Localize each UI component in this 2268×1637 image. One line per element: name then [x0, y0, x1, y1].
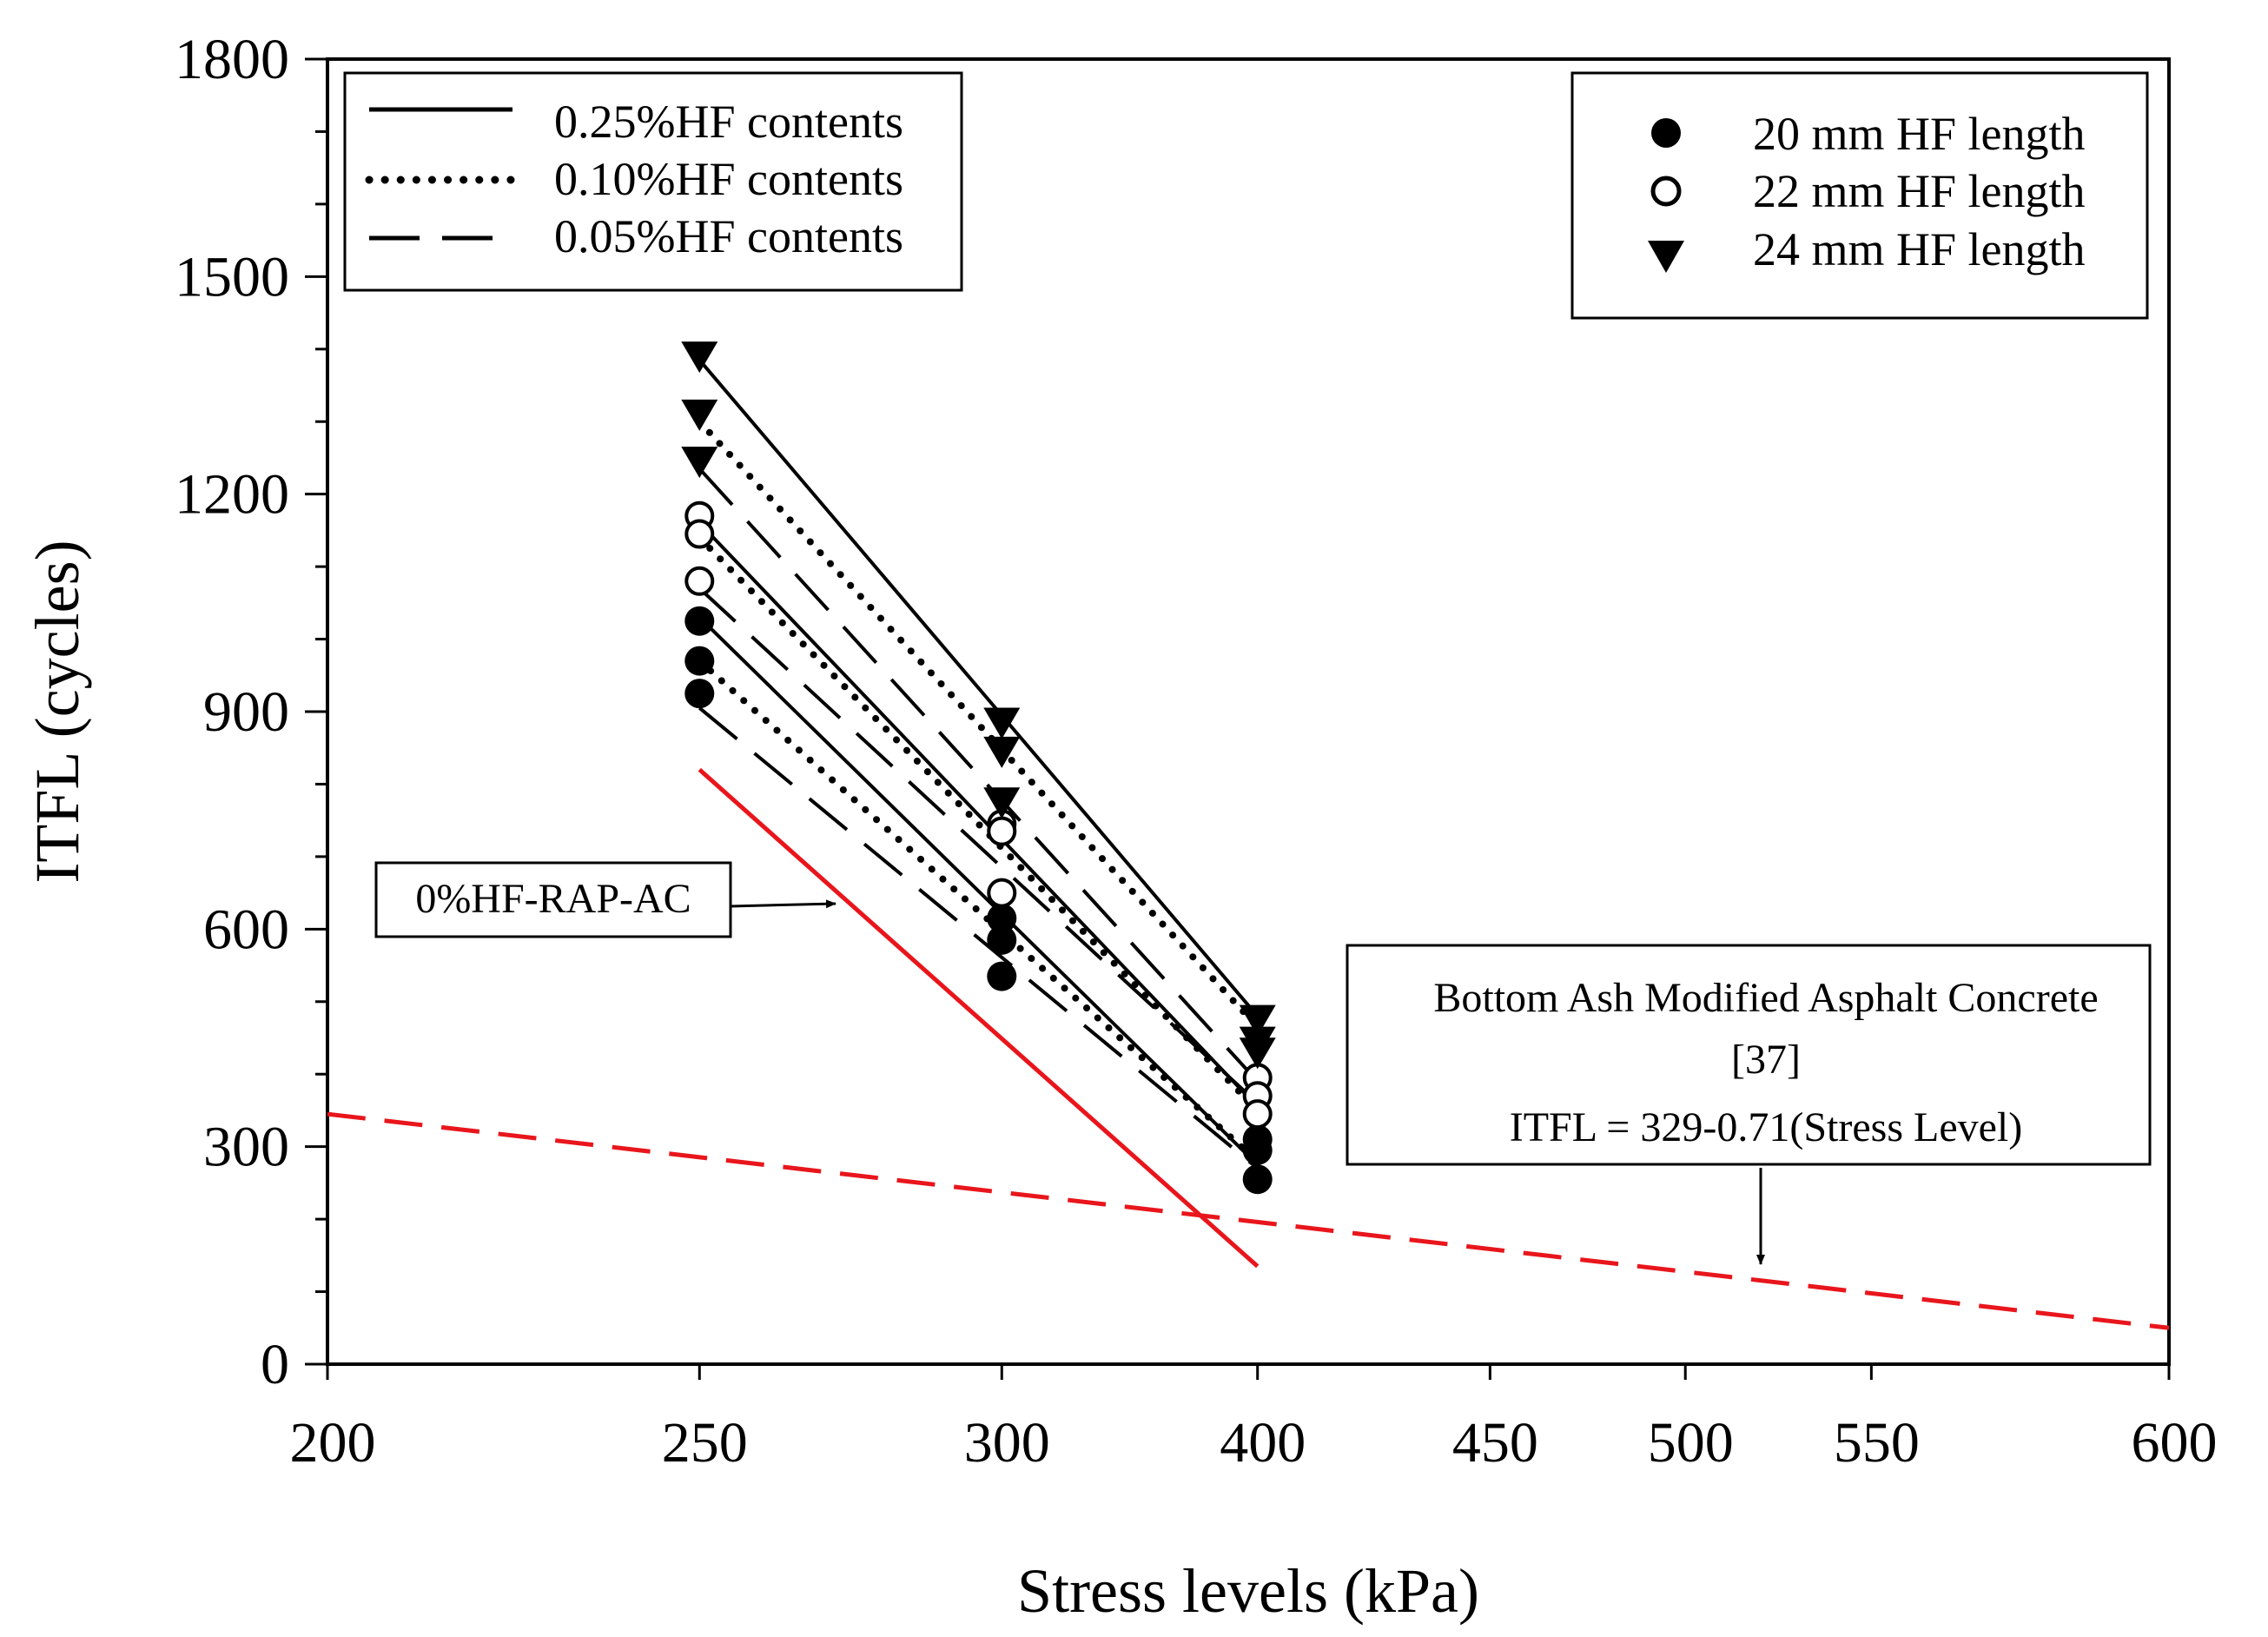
data-point-filled-triangle	[681, 447, 718, 479]
x-tick-label: 250	[662, 1411, 748, 1475]
data-markers	[681, 341, 1276, 1195]
data-point-open-circle	[987, 878, 1017, 908]
data-point-open-circle	[684, 519, 715, 549]
data-point-open-circle	[684, 566, 715, 596]
fit-line	[696, 534, 1261, 1114]
bottom-ash-line2: [37]	[1731, 1037, 1801, 1083]
data-point-filled-triangle	[681, 341, 718, 374]
x-tick-label: 400	[1220, 1411, 1306, 1475]
data-point-filled-triangle	[983, 787, 1021, 819]
x-axis-title: Stress levels (kPa)	[1017, 1556, 1479, 1626]
data-point-filled-triangle	[1239, 1037, 1276, 1070]
data-point-filled-triangle	[1239, 1004, 1276, 1037]
legend-filled-triangle-marker	[1648, 241, 1684, 273]
fit-lines	[696, 358, 1261, 1170]
y-tick-label: 1200	[175, 463, 289, 527]
rap-annotation-arrow	[730, 899, 836, 909]
y-tick-label: 600	[203, 898, 289, 961]
data-point-filled-circle	[987, 903, 1017, 933]
x-tick-label: 500	[1648, 1411, 1734, 1475]
data-point-filled-triangle	[983, 707, 1021, 739]
line-style-legend: 0.25%HF contents 0.10%HF contents 0.05%H…	[343, 71, 963, 292]
legend-025-label: 0.25%HF contents	[554, 96, 903, 148]
legend-22mm-label: 22 mm HF length	[1753, 165, 2086, 217]
rap-reference-line	[698, 767, 1260, 1269]
x-tick-label: 550	[1834, 1411, 1920, 1475]
rap-annotation-label: 0%HF-RAP-AC	[415, 876, 691, 922]
legend-010-label: 0.10%HF contents	[554, 153, 903, 205]
y-tick-label: 0	[261, 1333, 289, 1396]
data-point-filled-circle	[684, 646, 715, 676]
data-point-filled-circle	[1242, 1164, 1273, 1195]
data-point-filled-circle	[684, 679, 715, 709]
legend-filled-circle-marker	[1651, 118, 1681, 148]
x-tick-label: 600	[2132, 1411, 2218, 1475]
fit-line	[698, 616, 1260, 1166]
reference-lines	[327, 767, 2170, 1330]
marker-legend: 20 mm HF length 22 mm HF length 24 mm HF…	[1570, 71, 2149, 320]
fit-line	[696, 657, 1261, 1165]
data-point-filled-triangle	[681, 399, 718, 431]
fit-line	[698, 587, 1260, 1105]
y-axis: 0 300 600 900 1200 1500 1800	[175, 28, 327, 1396]
fit-line	[698, 706, 1259, 1170]
rap-annotation: 0%HF-RAP-AC	[374, 861, 836, 938]
bottom-ash-reference-line	[327, 1111, 2170, 1330]
data-point-open-circle	[1242, 1099, 1273, 1130]
data-point-filled-circle	[987, 961, 1017, 991]
data-point-filled-circle	[987, 925, 1017, 955]
data-point-filled-circle	[1242, 1135, 1273, 1165]
x-axis: 200 250 300 400 450 500 550 600	[290, 1364, 2218, 1475]
y-axis-title: ITFL (cycles)	[23, 540, 92, 883]
legend-24mm-label: 24 mm HF length	[1753, 223, 2086, 275]
y-tick-label: 1500	[175, 245, 289, 308]
data-point-filled-triangle	[983, 736, 1021, 768]
bottom-ash-annotation-box	[1346, 944, 2152, 1166]
y-tick-label: 300	[203, 1116, 289, 1179]
x-tick-label: 300	[964, 1411, 1050, 1475]
bottom-ash-annotation: Bottom Ash Modified Asphalt Concrete [37…	[1346, 944, 2152, 1265]
x-tick-label: 200	[290, 1411, 376, 1475]
rap-annotation-box	[374, 861, 732, 938]
legend-005-label: 0.05%HF contents	[554, 210, 903, 262]
fit-line	[698, 358, 1260, 1017]
fit-line	[698, 521, 1260, 1109]
bottom-ash-line3: ITFL = 329-0.71(Stress Level)	[1510, 1104, 2023, 1150]
bottom-ash-line1: Bottom Ash Modified Asphalt Concrete	[1433, 975, 2098, 1021]
fit-line	[696, 418, 1261, 1031]
y-tick-label: 900	[203, 680, 289, 744]
data-point-open-circle	[987, 816, 1017, 846]
data-point-filled-circle	[684, 606, 715, 636]
x-tick-label: 450	[1452, 1411, 1538, 1475]
legend-open-circle-marker	[1650, 176, 1682, 207]
legend-20mm-label: 20 mm HF length	[1753, 108, 2086, 160]
y-tick-label: 1800	[175, 28, 289, 91]
